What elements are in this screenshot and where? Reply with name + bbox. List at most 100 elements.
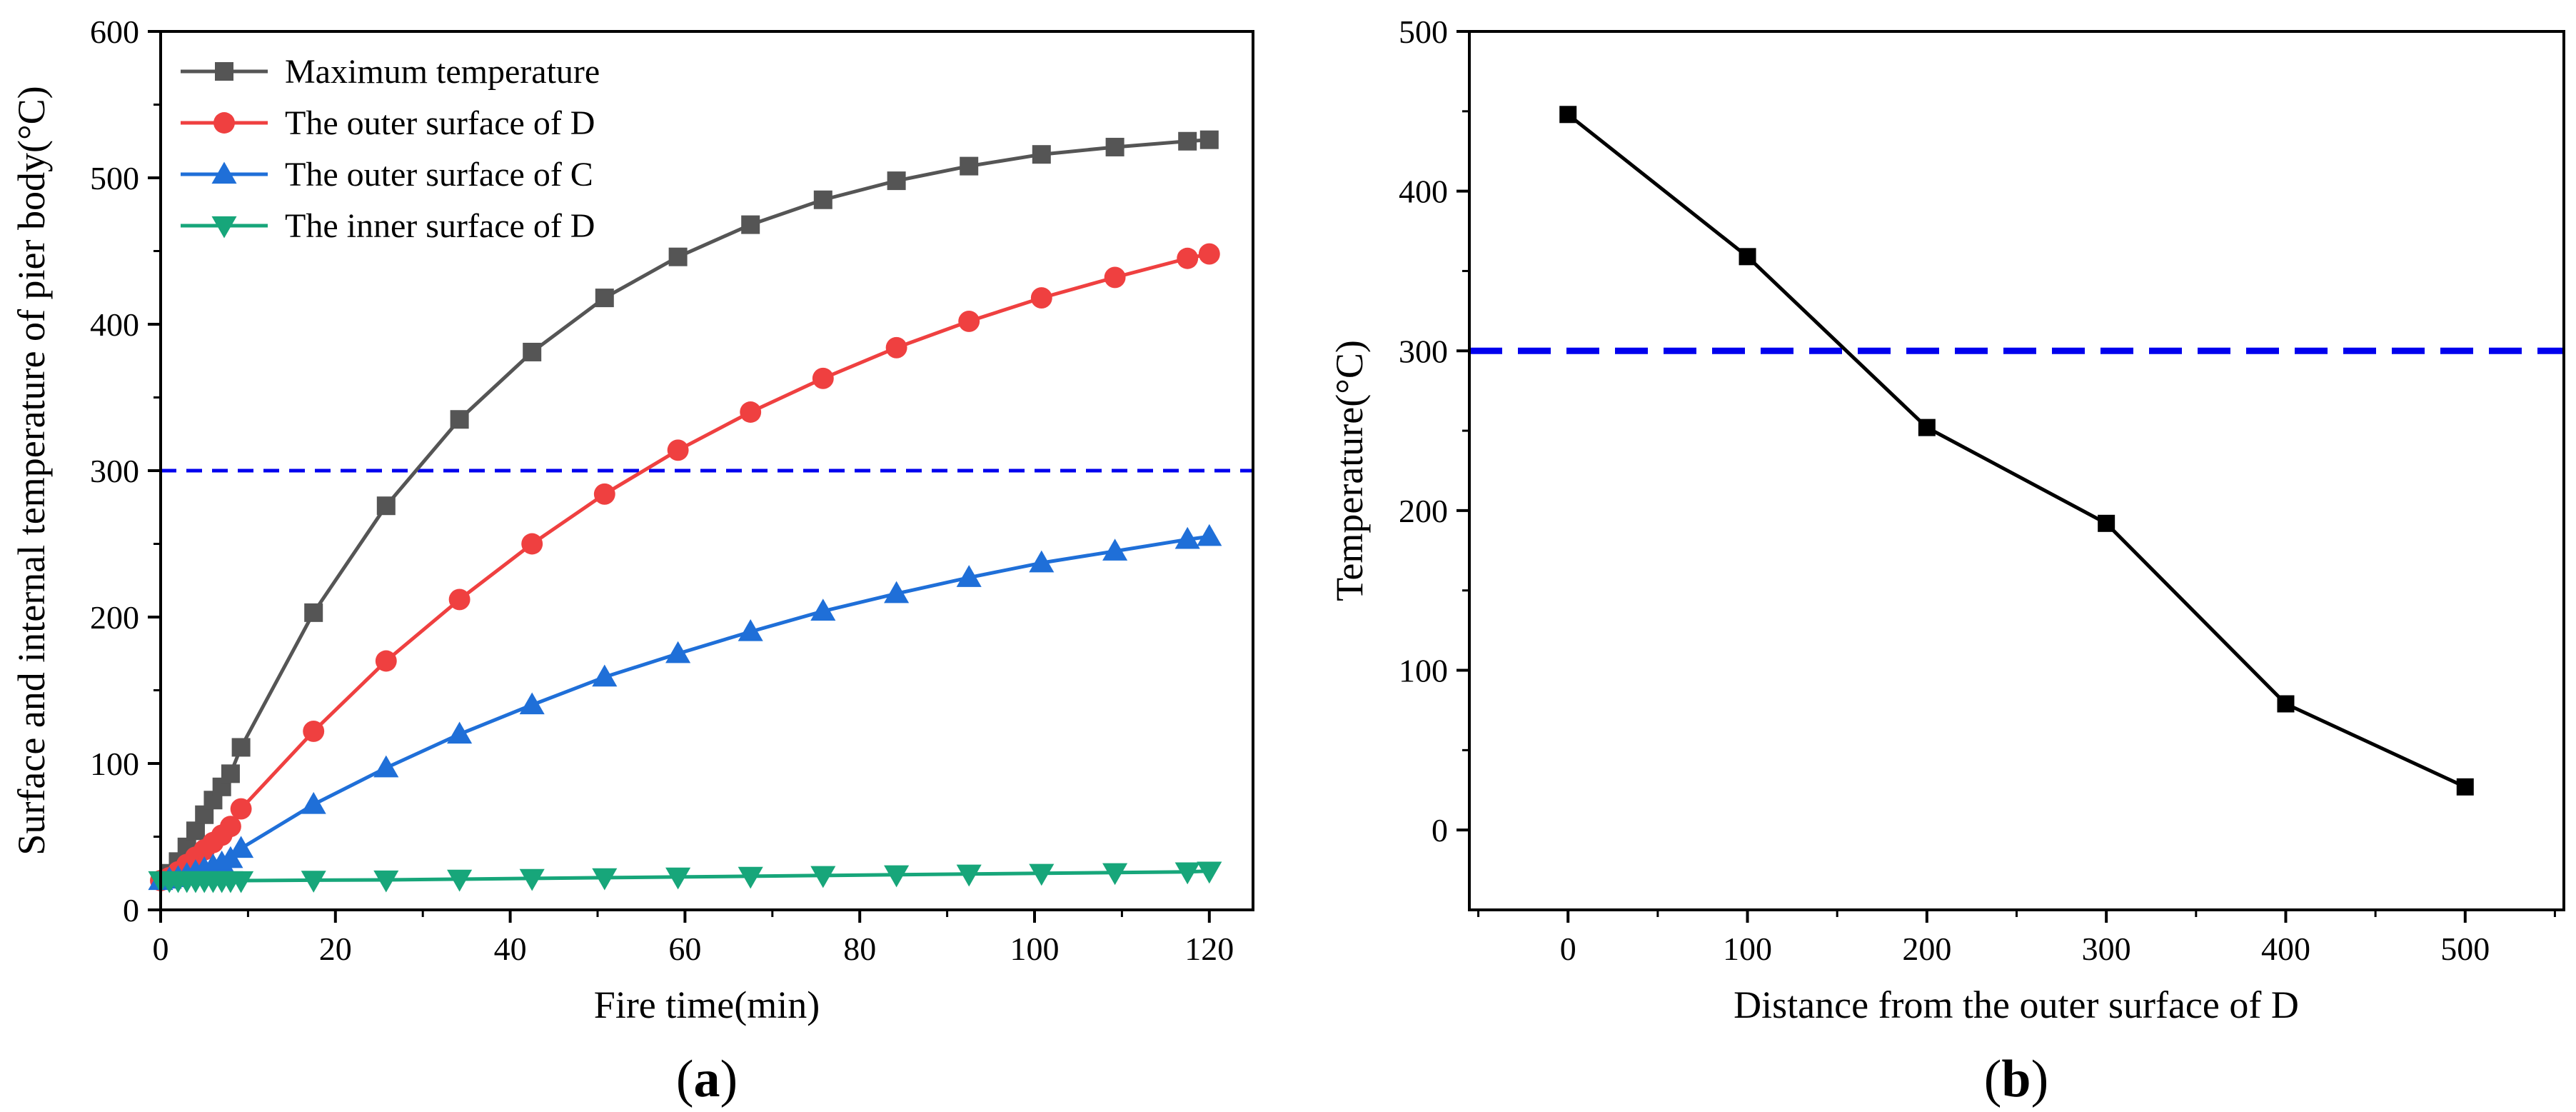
chart-a-data-point (373, 755, 399, 778)
chart-a-data-point (1199, 130, 1219, 149)
chart-a-data-point (447, 869, 473, 892)
chart-a-y-tick-label: 300 (90, 453, 139, 489)
chart-a-series-3 (148, 861, 1222, 893)
chart-b-y-tick-label: 500 (1399, 14, 1448, 50)
chart-a-x-tick-label: 100 (1010, 931, 1060, 967)
chart-b-data-point (2277, 695, 2295, 713)
chart-b-x-tick-label: 200 (1902, 931, 1951, 967)
chart-a-x-axis-label: Fire time(min) (594, 983, 820, 1026)
chart-a-data-point (884, 865, 910, 888)
chart-a-data-point (738, 618, 763, 641)
chart-a-data-point (228, 871, 254, 893)
legend-label: The outer surface of D (285, 104, 595, 142)
chart-a-y-tick-label: 200 (90, 599, 139, 636)
chart-a-panel-label: (a) (676, 1050, 738, 1108)
chart-a-data-point (519, 692, 545, 715)
chart-b-x-tick-label: 400 (2261, 931, 2310, 967)
chart-a-data-point (1198, 243, 1220, 265)
chart-a-data-point (301, 791, 326, 814)
legend-marker (213, 112, 235, 134)
legend-marker (215, 62, 233, 81)
chart-a-data-point (231, 738, 251, 757)
chart-a-x-tick-label: 40 (494, 931, 527, 967)
chart-b-plot-frame (1468, 30, 2565, 911)
chart-b-x-tick-label: 500 (2440, 931, 2490, 967)
chart-a-data-point (665, 867, 691, 890)
chart-a-data-point (885, 336, 907, 359)
chart-a-legend: Maximum temperature The outer surface of … (181, 53, 600, 245)
chart-b: 0 100 200 300 400 500 0 100 200 300 400 500 Distanc… (1328, 14, 2565, 1108)
chart-a-data-point (1174, 526, 1200, 549)
chart-b-data-point (1739, 248, 1756, 266)
chart-a-data-point (228, 836, 254, 858)
chart-a-data-point (301, 871, 326, 893)
chart-a-data-point (960, 156, 979, 176)
legend-marker (211, 216, 237, 239)
chart-b-y-tick-label: 200 (1399, 493, 1448, 529)
chart-a-data-point (593, 483, 615, 505)
chart-b-data-point (1918, 419, 1936, 436)
chart-a-data-point (221, 764, 240, 783)
chart-a-data-point (595, 289, 614, 308)
chart-b-series-0 (1559, 106, 2474, 796)
chart-b-data-point (2456, 778, 2474, 796)
legend-marker (211, 161, 237, 184)
chart-a-data-point (1029, 550, 1055, 573)
chart-a-data-point (304, 603, 323, 622)
chart-a-series-0 (151, 130, 1219, 890)
chart-a-data-point (1104, 266, 1126, 289)
chart-a-data-point (1177, 247, 1199, 269)
chart-b-x-axis-label: Distance from the outer surface of D (1734, 983, 2299, 1026)
chart-a-data-point (592, 664, 618, 687)
chart-a-data-point (810, 598, 836, 621)
chart-a-data-point (812, 367, 834, 389)
chart-b-y-axis-label: Temperature(°C) (1328, 340, 1371, 601)
chart-a-y-tick-label: 400 (90, 306, 139, 343)
chart-a-data-point (375, 650, 397, 672)
chart-b-panel-letter: b (2001, 1050, 2031, 1108)
chart-b-panel-label: (b) (1984, 1050, 2048, 1108)
chart-a-data-point (592, 868, 618, 891)
chart-a-data-point (521, 533, 543, 555)
chart-b-data-point (2098, 514, 2115, 532)
chart-a-x-tick-label: 120 (1184, 931, 1234, 967)
chart-b-x-tick-label: 300 (2082, 931, 2131, 967)
chart-a-data-point (376, 496, 396, 516)
chart-a-data-point (740, 401, 762, 423)
chart-a-data-point (741, 215, 760, 234)
chart-b-y-tick-label: 300 (1399, 333, 1448, 369)
chart-a-data-point (665, 641, 691, 663)
chart-a-data-point (1105, 137, 1125, 156)
chart-a: 0 20 40 60 80 100 120 0 100 200 300 400 500 600 Maxim… (10, 14, 1254, 1108)
chart-a-x-tick-label: 0 (153, 931, 169, 967)
chart-a-data-point (1178, 131, 1197, 151)
chart-a-data-point (1102, 539, 1128, 561)
chart-a-series-line (160, 534, 1210, 883)
chart-b-data-point (1559, 106, 1577, 124)
chart-b-series-line (1566, 113, 2466, 789)
chart-a-data-point (303, 720, 325, 742)
chart-b-y-tick-label: 0 (1432, 812, 1448, 848)
chart-b-series-layer (1559, 106, 2474, 796)
chart-a-data-point (450, 410, 469, 429)
chart-a-x-tick-label: 80 (843, 931, 876, 967)
legend-label: Maximum temperature (285, 53, 600, 91)
chart-a-y-tick-label: 600 (90, 14, 139, 50)
chart-a-y-axis-label: Surface and internal temperature of pier… (10, 86, 53, 855)
chart-b-y-tick-label: 400 (1399, 174, 1448, 210)
chart-a-data-point (447, 721, 473, 744)
chart-a-y-tick-label: 0 (123, 892, 139, 928)
chart-a-data-point (887, 171, 906, 191)
chart-a-data-point (956, 864, 982, 887)
chart-a-series-2 (148, 524, 1222, 891)
chart-a-ticks: 0 20 40 60 80 100 120 0 100 200 300 400 500 600 (90, 14, 1234, 967)
chart-a-data-point (1197, 524, 1222, 546)
chart-a-data-point (230, 798, 252, 820)
chart-b-x-tick-label: 0 (1560, 931, 1576, 967)
chart-a-panel-letter: a (694, 1050, 720, 1108)
chart-a-data-point (186, 821, 205, 841)
chart-a-data-point (1174, 862, 1200, 885)
chart-a-data-point (668, 247, 688, 266)
chart-b-x-tick-label: 100 (1723, 931, 1772, 967)
chart-a-data-point (810, 866, 836, 888)
